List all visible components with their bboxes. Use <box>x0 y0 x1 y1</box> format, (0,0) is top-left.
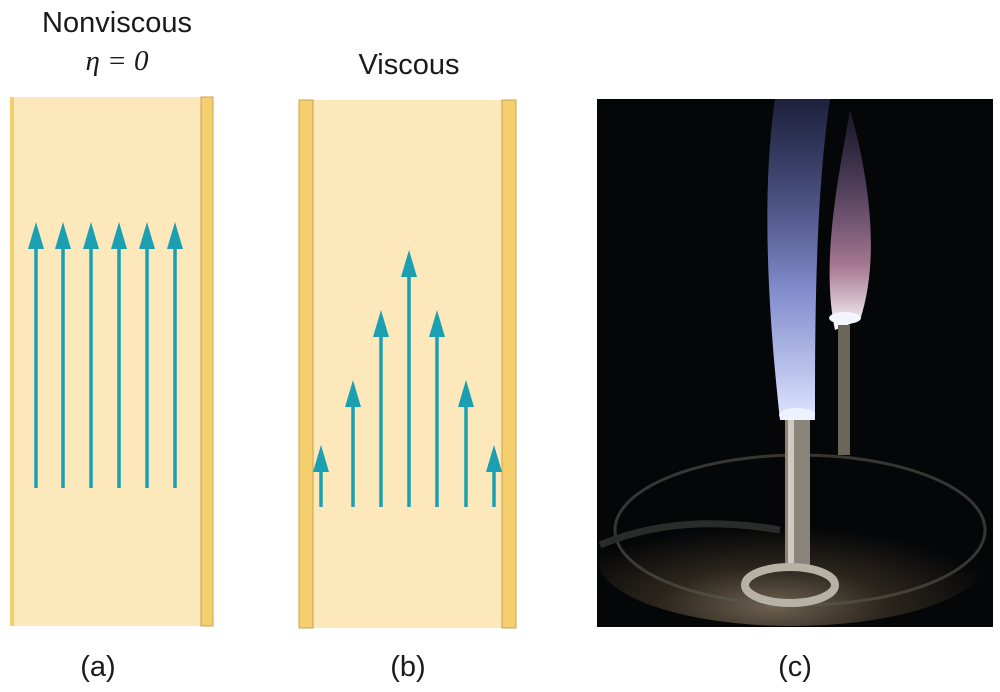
arrowhead <box>486 445 502 472</box>
velocity-arrows-uniform <box>28 222 183 488</box>
arrowhead <box>139 222 155 249</box>
arrowhead <box>167 222 183 249</box>
panel-c-label: (c) <box>778 651 812 683</box>
pipe-nonviscous <box>10 96 214 627</box>
arrowhead <box>55 222 71 249</box>
panel-a-subtitle: η = 0 <box>85 45 149 77</box>
arrowhead <box>111 222 127 249</box>
arrowhead <box>83 222 99 249</box>
arrowhead <box>345 380 361 407</box>
velocity-arrows-parabolic <box>313 250 502 507</box>
arrowhead <box>28 222 44 249</box>
panel-b-title: Viscous <box>358 49 460 81</box>
pipe-viscous <box>298 99 517 629</box>
arrowhead <box>458 380 474 407</box>
panel-a-label: (a) <box>80 651 116 683</box>
arrowhead <box>401 250 417 277</box>
panel-a-title: Nonviscous <box>42 7 192 39</box>
arrowhead <box>429 310 445 337</box>
arrowhead <box>373 310 389 337</box>
bunsen-burner-photo <box>597 99 993 627</box>
panel-b-label: (b) <box>390 651 426 683</box>
arrowhead <box>313 445 329 472</box>
